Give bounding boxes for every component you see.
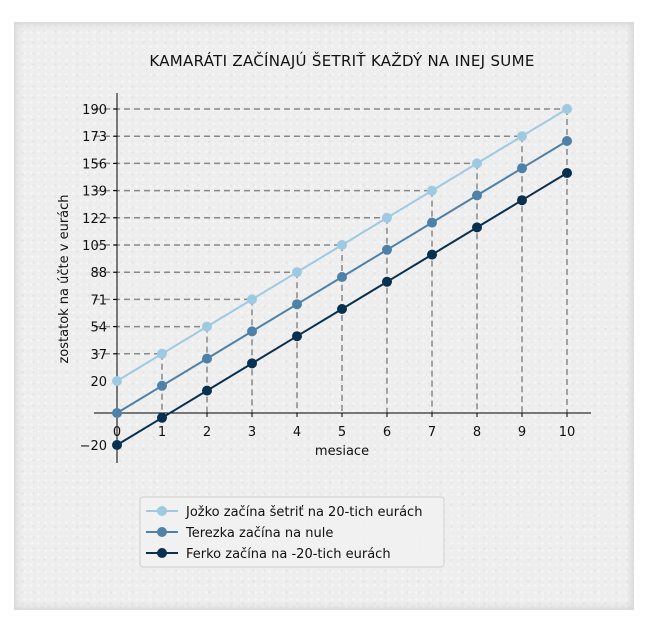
legend-swatch-marker (157, 548, 167, 558)
data-point (247, 358, 257, 369)
x-tick-label: 9 (518, 425, 526, 440)
data-point (427, 185, 437, 196)
data-point (202, 353, 212, 364)
data-point (202, 385, 212, 396)
x-tick-label: 8 (473, 425, 481, 440)
data-point (472, 222, 482, 233)
data-point (337, 240, 347, 250)
data-point (112, 440, 122, 450)
legend-item: Terezka začína na nule (146, 526, 333, 541)
legend-box (139, 496, 445, 568)
data-point (472, 190, 482, 201)
data-point (292, 299, 302, 310)
series-2 (112, 136, 572, 418)
data-point (472, 158, 482, 169)
legend-item: Jožko začína šetriť na 20-tich eurách (146, 505, 422, 520)
legend-swatch-marker (157, 527, 167, 537)
x-tick-label: 5 (338, 425, 346, 440)
data-point (427, 217, 437, 228)
data-point (517, 195, 527, 206)
y-tick-label: 156 (82, 157, 107, 172)
y-tick-label: 190 (82, 103, 107, 118)
legend-label: Jožko začína šetriť na 20-tich eurách (185, 505, 422, 520)
data-point (157, 412, 167, 423)
y-tick-label: 139 (82, 185, 107, 200)
data-point (562, 168, 572, 178)
axes: 0 1 2 3 4 5 6 7 8 9 10 −20 20 37 54 71 88 105 122 139 156 173… (80, 93, 591, 463)
y-tick-label: 37 (90, 348, 107, 363)
data-point (517, 163, 527, 174)
y-axis-title: zostatok na účte v eurách (57, 194, 72, 363)
x-tick-label: 7 (428, 425, 436, 440)
legend-swatch-marker (157, 506, 167, 516)
legend: Jožko začína šetriť na 20-tich eurách Ter… (139, 496, 445, 568)
data-point (157, 348, 167, 359)
y-tick-label: 173 (82, 130, 107, 145)
x-tick-label: 10 (559, 425, 576, 440)
data-point (292, 267, 302, 278)
data-point (517, 131, 527, 142)
y-tick-label: 20 (90, 375, 107, 390)
x-axis-title: mesiace (315, 444, 369, 459)
chart-title: KAMARÁTI ZAČÍNAJÚ ŠETRIŤ KAŽDÝ NA INEJ S… (149, 51, 534, 70)
legend-label: Ferko začína na -20-tich eurách (186, 547, 391, 562)
data-point (382, 244, 392, 255)
data-point (337, 304, 347, 314)
y-tick-label: 88 (90, 266, 107, 281)
y-tick-label: −20 (80, 439, 107, 454)
data-point (562, 136, 572, 146)
y-tick-label: 122 (82, 212, 107, 227)
data-point (157, 380, 167, 391)
y-tick-label: 105 (82, 239, 107, 254)
data-point (382, 276, 392, 287)
y-tick-label: 71 (90, 293, 107, 308)
data-point (202, 321, 212, 332)
data-point (112, 376, 122, 386)
data-point (292, 331, 302, 342)
data-point (337, 272, 347, 282)
y-tick-label: 54 (90, 321, 107, 336)
data-point (562, 104, 572, 114)
x-tick-label: 2 (203, 425, 211, 440)
x-tick-label: 1 (158, 425, 166, 440)
x-tick-label: 4 (293, 425, 301, 440)
data-point (427, 249, 437, 260)
data-point (247, 326, 257, 337)
data-point (382, 212, 392, 223)
x-tick-label: 0 (113, 425, 121, 440)
series-layer (112, 104, 572, 450)
legend-label: Terezka začína na nule (185, 526, 333, 541)
series-3 (112, 168, 572, 450)
x-tick-label: 6 (383, 425, 391, 440)
data-point (247, 294, 257, 305)
data-point (112, 408, 122, 418)
legend-item: Ferko začína na -20-tich eurách (146, 547, 391, 562)
guide-lines (94, 108, 568, 413)
series-1 (112, 104, 572, 386)
x-tick-label: 3 (248, 425, 256, 440)
